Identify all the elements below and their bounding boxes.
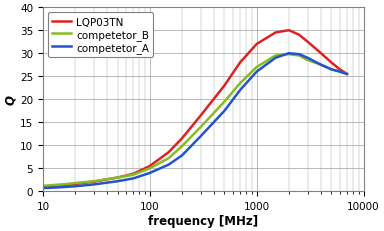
LQP03TN <box>115 176 120 179</box>
LQP03TN <box>238 62 242 64</box>
competetor_B <box>199 126 203 129</box>
LQP03TN <box>222 85 227 88</box>
competetor_B <box>329 69 334 71</box>
LQP03TN <box>273 32 278 35</box>
LQP03TN <box>297 34 301 37</box>
competetor_B <box>73 182 78 185</box>
competetor_B <box>254 66 259 69</box>
competetor_A <box>286 53 291 55</box>
LQP03TN <box>180 137 184 140</box>
LQP03TN <box>131 173 136 176</box>
Legend: LQP03TN, competetor_B, competetor_A: LQP03TN, competetor_B, competetor_A <box>48 13 154 58</box>
competetor_A <box>273 57 278 60</box>
Line: competetor_B: competetor_B <box>43 55 347 186</box>
competetor_A <box>305 57 310 60</box>
competetor_A <box>338 71 342 74</box>
LQP03TN <box>92 180 96 183</box>
competetor_B <box>115 176 120 179</box>
competetor_A <box>166 164 171 166</box>
competetor_A <box>345 73 349 76</box>
LQP03TN <box>329 62 334 64</box>
LQP03TN <box>319 53 323 55</box>
competetor_A <box>238 89 242 92</box>
competetor_A <box>147 172 152 175</box>
competetor_A <box>73 185 78 188</box>
LQP03TN <box>286 30 291 32</box>
competetor_B <box>273 55 278 58</box>
competetor_B <box>222 101 227 103</box>
competetor_B <box>147 167 152 170</box>
competetor_B <box>345 73 349 76</box>
competetor_B <box>60 183 64 186</box>
Line: competetor_A: competetor_A <box>43 54 347 188</box>
X-axis label: frequency [MHz]: frequency [MHz] <box>148 214 258 227</box>
LQP03TN <box>147 165 152 168</box>
competetor_A <box>254 71 259 74</box>
LQP03TN <box>166 151 171 154</box>
competetor_B <box>92 180 96 183</box>
LQP03TN <box>305 41 310 44</box>
Line: LQP03TN: LQP03TN <box>43 31 347 187</box>
competetor_B <box>286 54 291 56</box>
competetor_A <box>297 54 301 56</box>
competetor_A <box>92 183 96 186</box>
competetor_A <box>180 154 184 157</box>
competetor_B <box>338 71 342 74</box>
competetor_A <box>41 187 45 190</box>
competetor_B <box>131 174 136 176</box>
Y-axis label: Q: Q <box>4 95 17 105</box>
competetor_A <box>60 186 64 189</box>
competetor_A <box>222 110 227 113</box>
LQP03TN <box>345 73 349 76</box>
LQP03TN <box>60 184 64 187</box>
competetor_B <box>180 145 184 148</box>
competetor_B <box>319 64 323 67</box>
competetor_A <box>115 180 120 183</box>
LQP03TN <box>199 115 203 117</box>
LQP03TN <box>73 183 78 185</box>
competetor_B <box>166 157 171 160</box>
competetor_B <box>238 82 242 85</box>
competetor_A <box>319 64 323 67</box>
competetor_B <box>41 185 45 187</box>
LQP03TN <box>41 185 45 188</box>
competetor_B <box>297 55 301 58</box>
competetor_A <box>199 135 203 138</box>
competetor_A <box>329 69 334 71</box>
competetor_A <box>131 177 136 180</box>
LQP03TN <box>338 69 342 71</box>
competetor_B <box>305 59 310 62</box>
LQP03TN <box>254 43 259 46</box>
